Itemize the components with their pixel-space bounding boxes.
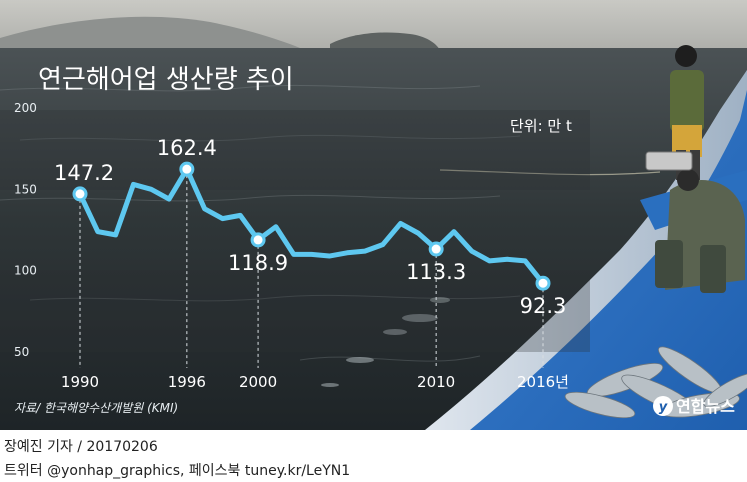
data-point-marker	[179, 161, 195, 177]
chart-band-upper	[0, 110, 590, 190]
island	[330, 32, 440, 50]
data-point-marker	[428, 241, 444, 257]
y-tick-label: 50	[14, 345, 29, 359]
source-note: 자료/ 한국해양수산개발원 (KMI)	[14, 401, 178, 415]
data-label: 92.3	[520, 294, 567, 318]
byline: 장예진 기자 / 20170206	[4, 439, 158, 455]
data-point-marker	[250, 232, 266, 248]
chart-unit: 단위: 만 t	[510, 117, 572, 135]
chart-title: 연근해어업 생산량 추이	[38, 65, 294, 95]
data-point-marker	[72, 186, 88, 202]
social-links: 트위터 @yonhap_graphics, 페이스북 tuney.kr/LeYN…	[4, 463, 351, 479]
yonhap-logo: y 연합뉴스	[653, 396, 735, 416]
background-photo: 연근해어업 생산량 추이 단위: 만 t 200 150 100 50 147.2 16…	[0, 0, 747, 430]
x-tick-label: 1996	[168, 373, 206, 391]
waves	[0, 84, 521, 362]
logo-text: 연합뉴스	[676, 397, 735, 416]
fishing-boat	[425, 45, 747, 430]
foam	[321, 297, 450, 387]
data-label: 118.9	[228, 251, 288, 275]
data-label: 147.2	[54, 161, 114, 185]
y-tick-label: 100	[14, 264, 37, 278]
x-tick-label: 2016년	[517, 373, 569, 391]
svg-text:y: y	[659, 400, 668, 415]
x-tick-label: 1990	[61, 373, 99, 391]
y-tick-label: 200	[14, 101, 37, 115]
x-tick-label: 2010	[417, 373, 455, 391]
series-line	[77, 166, 546, 286]
y-tick-label: 150	[14, 182, 37, 196]
chart-band-lower	[0, 270, 590, 352]
data-point-marker	[535, 275, 551, 291]
chart: 연근해어업 생산량 추이 단위: 만 t 200 150 100 50 147.2 16…	[0, 0, 747, 430]
data-label: 113.3	[406, 260, 466, 284]
x-tick-label: 2000	[239, 373, 277, 391]
data-label: 162.4	[157, 136, 217, 160]
